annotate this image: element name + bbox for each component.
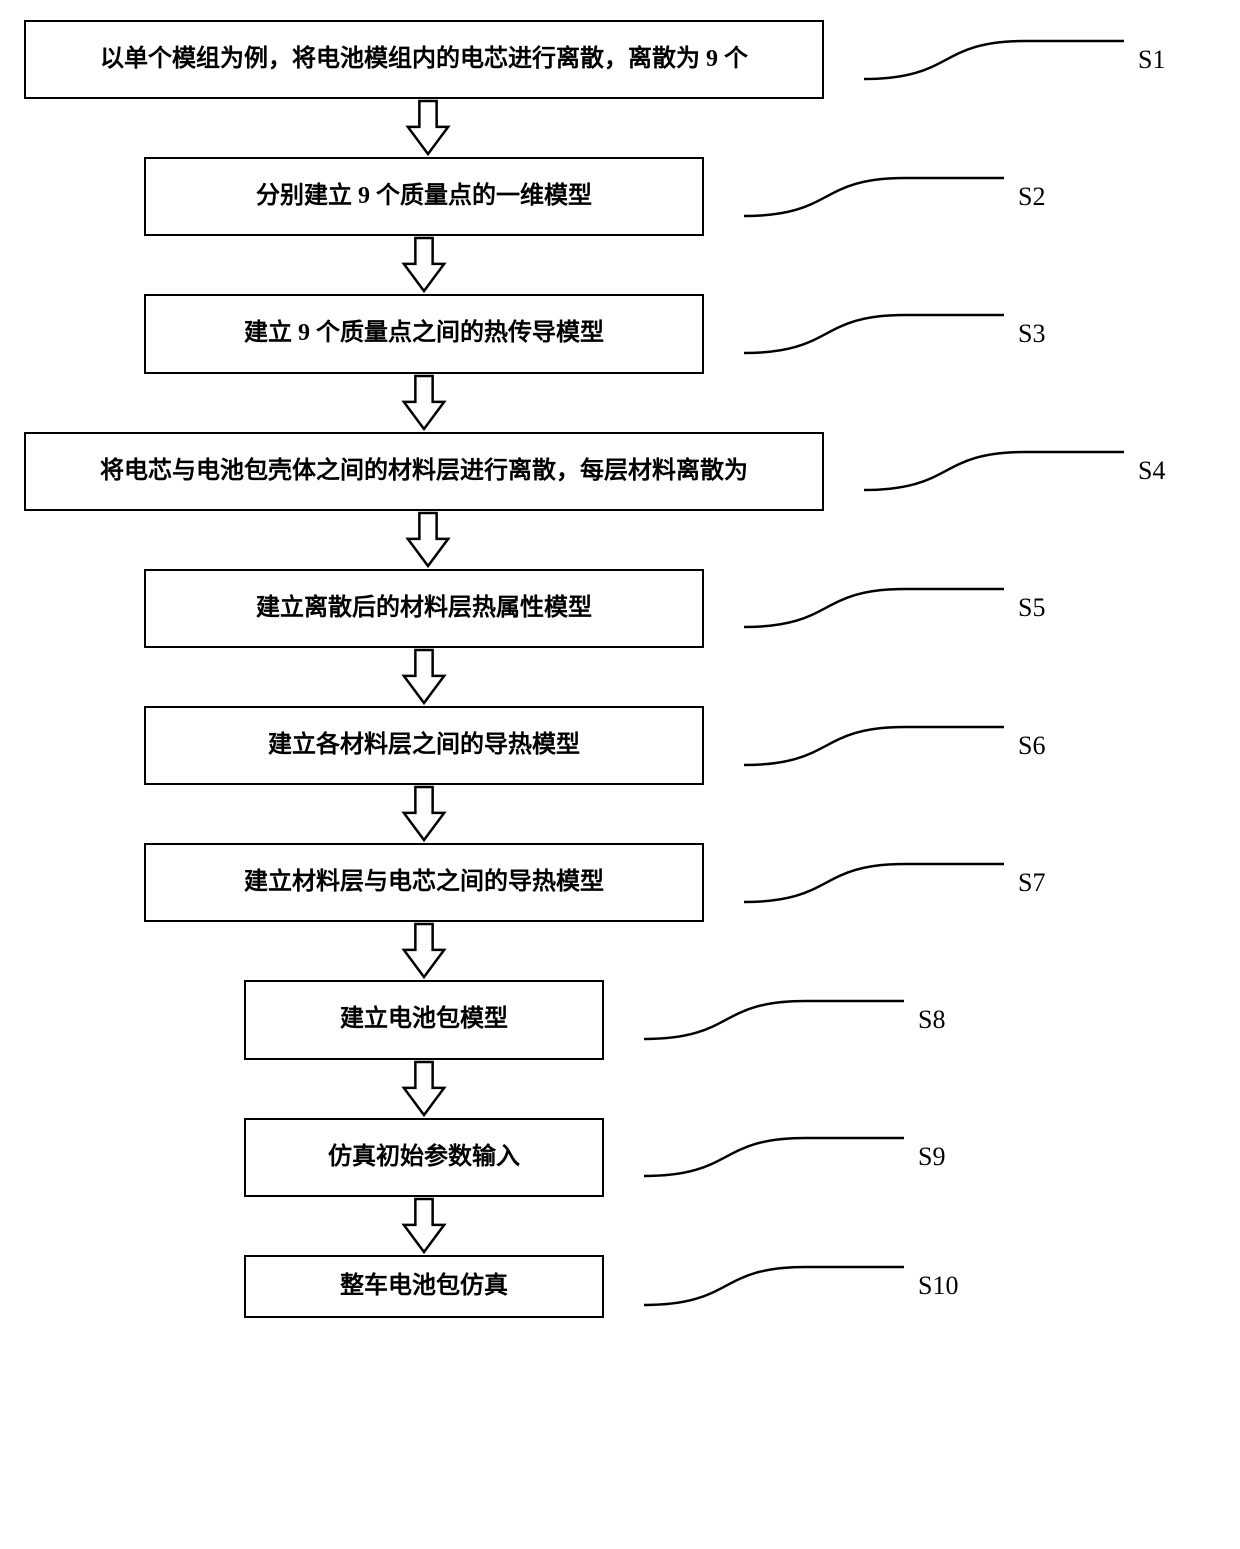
step-label: S9 [918,1142,945,1172]
step-label: S1 [1138,45,1165,75]
flow-step-row: 建立材料层与电芯之间的导热模型 S7 [20,843,1220,922]
flow-step-row: 建立 9 个质量点之间的热传导模型 S3 [20,294,1220,373]
step-label-wrap: S9 [644,1132,945,1182]
flow-step-box: 建立电池包模型 [244,980,604,1059]
flowchart-container: 以单个模组为例，将电池模组内的电芯进行离散，离散为 9 个 S1 分别建立 9 … [20,20,1220,1318]
step-label: S4 [1138,456,1165,486]
flow-arrow [244,1197,604,1255]
step-label-wrap: S1 [864,35,1165,85]
flow-step-row: 整车电池包仿真 S10 [20,1255,1220,1318]
step-label: S7 [1018,868,1045,898]
flow-arrow [144,648,704,706]
flow-arrow [144,922,704,980]
flow-step-box: 建立离散后的材料层热属性模型 [144,569,704,648]
step-label: S10 [918,1271,958,1301]
step-label-wrap: S3 [744,309,1045,359]
flow-step-box: 仿真初始参数输入 [244,1118,604,1197]
step-label-wrap: S10 [644,1261,958,1311]
flow-step-row: 仿真初始参数输入 S9 [20,1118,1220,1197]
flow-step-row: 分别建立 9 个质量点的一维模型 S2 [20,157,1220,236]
flow-step-row: 建立电池包模型 S8 [20,980,1220,1059]
step-label-wrap: S4 [864,446,1165,496]
step-label: S8 [918,1005,945,1035]
step-label: S2 [1018,182,1045,212]
flow-step-row: 以单个模组为例，将电池模组内的电芯进行离散，离散为 9 个 S1 [20,20,1220,99]
flow-step-box: 将电芯与电池包壳体之间的材料层进行离散，每层材料离散为 [24,432,824,511]
step-label-wrap: S8 [644,995,945,1045]
step-label-wrap: S6 [744,721,1045,771]
flow-arrow [244,1060,604,1118]
flow-arrow [144,374,704,432]
step-label-wrap: S2 [744,172,1045,222]
flow-step-row: 建立各材料层之间的导热模型 S6 [20,706,1220,785]
flow-arrow [144,785,704,843]
step-label: S3 [1018,319,1045,349]
flow-arrow [24,99,832,157]
flow-arrow [24,511,832,569]
flow-step-box: 以单个模组为例，将电池模组内的电芯进行离散，离散为 9 个 [24,20,824,99]
flow-step-box: 建立材料层与电芯之间的导热模型 [144,843,704,922]
flow-step-row: 建立离散后的材料层热属性模型 S5 [20,569,1220,648]
flow-step-row: 将电芯与电池包壳体之间的材料层进行离散，每层材料离散为 S4 [20,432,1220,511]
flow-step-box: 整车电池包仿真 [244,1255,604,1318]
step-label: S6 [1018,731,1045,761]
flow-arrow [144,236,704,294]
flow-step-box: 建立 9 个质量点之间的热传导模型 [144,294,704,373]
flow-step-box: 分别建立 9 个质量点的一维模型 [144,157,704,236]
step-label: S5 [1018,593,1045,623]
step-label-wrap: S7 [744,858,1045,908]
flow-step-box: 建立各材料层之间的导热模型 [144,706,704,785]
step-label-wrap: S5 [744,583,1045,633]
